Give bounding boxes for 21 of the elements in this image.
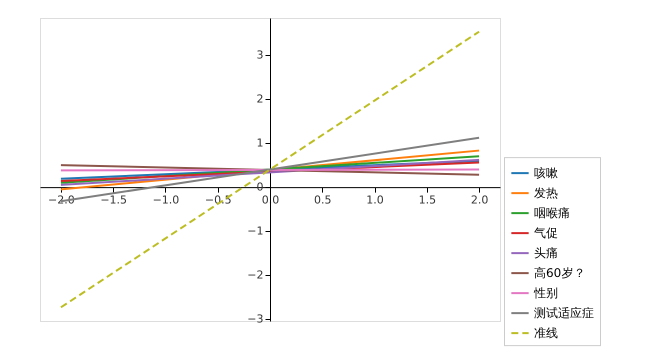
legend-label: 咳嗽: [534, 166, 558, 180]
legend-label: 准线: [534, 326, 558, 340]
x-tick-label: −1.5: [100, 194, 128, 207]
x-tick-label: 0.5: [314, 194, 332, 207]
y-tick-label: 3: [256, 48, 264, 62]
legend-label: 测试适应症: [534, 306, 594, 320]
legend-label: 气促: [534, 226, 558, 240]
y-tick-label: −2: [247, 268, 264, 282]
y-tick-label: 2: [256, 92, 264, 106]
legend-label: 高60岁？: [534, 266, 586, 280]
x-tick-label: 1.5: [418, 194, 436, 207]
y-tick-label: −1: [247, 224, 264, 238]
legend-label: 发热: [534, 186, 558, 200]
legend-label: 头痛: [534, 246, 558, 260]
y-tick-label: −3: [247, 312, 264, 326]
y-tick-label: 1: [256, 136, 264, 150]
x-tick-label: 2.0: [470, 194, 488, 207]
legend-label: 性别: [533, 286, 558, 300]
legend-label: 咽喉痛: [534, 206, 570, 220]
x-tick-label: −1.0: [152, 194, 180, 207]
x-tick-label: 1.0: [366, 194, 384, 207]
